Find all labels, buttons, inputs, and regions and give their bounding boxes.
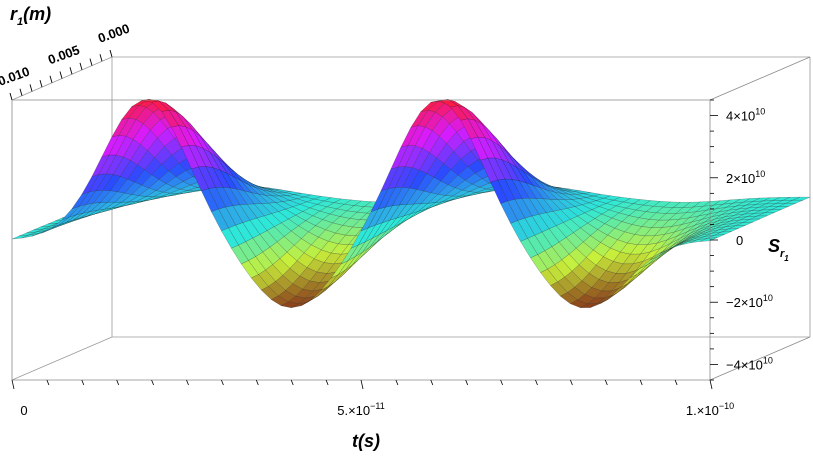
x-tick-label: 5.×10−11 <box>337 401 385 418</box>
surface-mesh <box>11 99 811 308</box>
z-tick-label: 0 <box>736 233 743 248</box>
y-tick-label: 0.005 <box>46 42 82 67</box>
z-tick-label: 4×1010 <box>726 107 765 124</box>
y-tick-label: 0.010 <box>0 64 32 89</box>
z-tick-label: −4×1010 <box>726 355 773 372</box>
y-tick-label: 0.000 <box>96 21 132 46</box>
z-tick-label: −2×1010 <box>726 293 773 310</box>
z-axis-label: Sr1 <box>768 236 789 263</box>
z-tick-label: 2×1010 <box>726 169 765 186</box>
z-axis-ticks: 4×1010 2×1010 0 −2×1010 −4×1010 <box>710 99 773 381</box>
x-tick-label: 0 <box>20 403 27 418</box>
x-axis-ticks: 0 5.×10−11 1.×10−10 <box>11 379 734 418</box>
x-tick-label: 1.×10−10 <box>686 401 734 418</box>
x-axis-label: t(s) <box>352 431 380 451</box>
y-axis-label: r1(m) <box>10 4 51 28</box>
